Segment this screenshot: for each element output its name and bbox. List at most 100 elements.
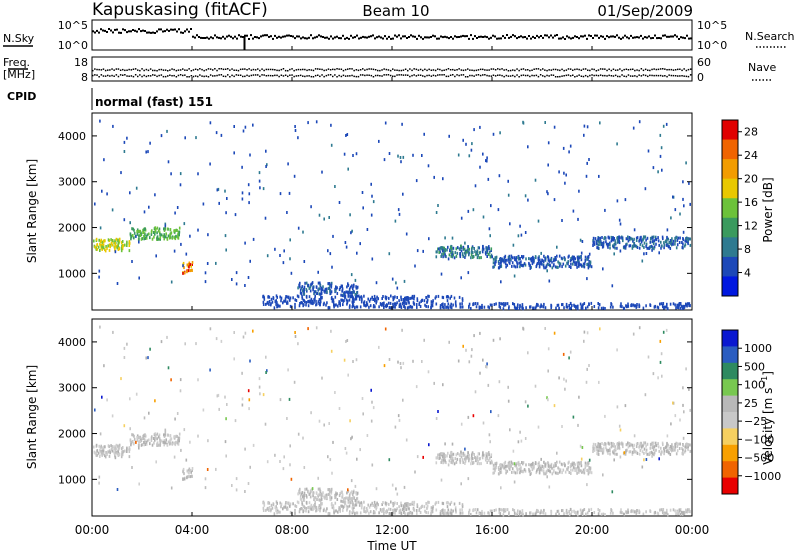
power-cell-597: [504, 262, 507, 266]
power-cell-447: [488, 245, 490, 249]
freq-point-129: [368, 68, 370, 70]
velocity-cell-618: [530, 465, 533, 469]
velocity-cell-1795: [338, 407, 341, 410]
power-cell-648: [504, 259, 507, 262]
power-cell-138: [166, 237, 169, 241]
power-cell-1404: [597, 302, 599, 305]
nave-point-161: [437, 74, 439, 76]
power-cell-473: [464, 251, 466, 255]
power-cell-1815: [244, 241, 246, 245]
velocity-cell-1303: [302, 510, 304, 514]
power-cell-1539: [472, 302, 475, 306]
freq-point-195: [509, 69, 512, 72]
power-cell-841: [601, 242, 603, 245]
nsky-point-116: [324, 36, 326, 39]
power-cell-1845: [522, 120, 524, 124]
power-cell-482: [438, 250, 440, 254]
power-cell-668: [523, 262, 526, 266]
velocity-cell-1341: [390, 500, 392, 504]
velocity-cell-1711: [354, 484, 357, 488]
power-cell-1265: [447, 306, 450, 310]
nsky-point-232: [556, 34, 558, 36]
nsky-point-79: [250, 34, 252, 37]
nave-point-99: [304, 75, 306, 78]
nsky-point-170: [432, 34, 434, 37]
freq-point-131: [372, 68, 375, 71]
freq-point-130: [370, 68, 373, 70]
freq-point-184: [486, 69, 488, 71]
power-cell-516: [520, 263, 522, 267]
power-cell-1659: [138, 240, 140, 244]
velocity-cell-258: [321, 494, 324, 498]
nave-point-3: [98, 76, 100, 78]
velocity-cell-1691: [264, 422, 267, 426]
nave-point-140: [392, 75, 394, 77]
nave-point-22: [139, 74, 141, 76]
nsky-point-295: [682, 36, 684, 39]
velocity-cell-1723: [215, 337, 218, 341]
power-cell-1658: [509, 257, 512, 261]
velocity-cell-55: [98, 444, 100, 448]
nsky-point-210: [512, 34, 514, 37]
freq-point-5: [102, 68, 105, 70]
velocity-cell-474: [482, 453, 485, 457]
power-cell-156: [136, 230, 138, 233]
velocity-cell-1486: [636, 509, 638, 512]
velocity-cell-991: [655, 444, 658, 448]
nave-point-235: [595, 74, 598, 77]
power-cell-1332: [301, 301, 303, 305]
velocity-cell-1081: [322, 509, 325, 513]
power-cell-1496: [534, 306, 537, 310]
velocity-cell-926: [613, 443, 615, 447]
nsky-point-66: [224, 37, 226, 40]
nave-point-47: [192, 75, 195, 78]
nsky-point-269: [630, 34, 632, 37]
nave-point-203: [527, 74, 529, 77]
power-cell-470: [475, 251, 478, 255]
power-cell-1854: [279, 254, 281, 257]
nave-point-87: [278, 75, 280, 78]
power-cell-533: [506, 263, 509, 267]
freq-point-210: [542, 68, 544, 70]
nsky-point-90: [272, 37, 274, 40]
power-cell-264: [317, 281, 320, 285]
velocity-cell-360: [343, 500, 346, 504]
power-cell-463: [450, 251, 453, 255]
power-cell-1469: [532, 306, 534, 310]
power-cell-1761: [99, 226, 102, 230]
velocity-cell-692: [499, 467, 502, 471]
power-cell-1479: [659, 302, 661, 306]
nave-point-36: [169, 74, 171, 76]
nave-point-57: [214, 75, 216, 77]
power-cell-514: [477, 246, 480, 250]
velocity-cell-359: [334, 495, 337, 499]
velocity-cell-1470: [604, 513, 606, 516]
power-cell-1547: [688, 303, 690, 307]
velocity-cell-203: [177, 439, 179, 443]
nsky-point-200: [492, 34, 494, 37]
velocity-cell-1847: [265, 371, 267, 374]
velocity-cell-936: [626, 448, 628, 452]
nave-point-150: [413, 74, 415, 76]
nsky-point-49: [190, 28, 192, 30]
velocity-cell-1555: [682, 403, 684, 407]
power-cell-204: [136, 232, 139, 236]
velocity-cell-1659: [138, 446, 140, 450]
nave-point-56: [212, 75, 214, 77]
velocity-cell-1230: [409, 503, 411, 506]
nave-point-122: [353, 75, 355, 78]
velocity-cell-437: [476, 462, 479, 466]
power-cell-119: [151, 237, 154, 241]
power-cell-1159: [385, 296, 388, 300]
power-cell-546: [541, 259, 544, 262]
freq-point-32: [160, 68, 163, 71]
power-cell-735: [589, 261, 591, 264]
velocity-cell-549: [557, 471, 559, 475]
freq-point-97: [299, 68, 302, 71]
power-cell-1643: [323, 217, 325, 221]
power-cell-934: [622, 239, 624, 243]
power-cell-451: [435, 255, 438, 259]
freq-point-207: [535, 68, 538, 70]
nave-point-86: [276, 74, 278, 77]
nsky-point-228: [548, 36, 550, 39]
